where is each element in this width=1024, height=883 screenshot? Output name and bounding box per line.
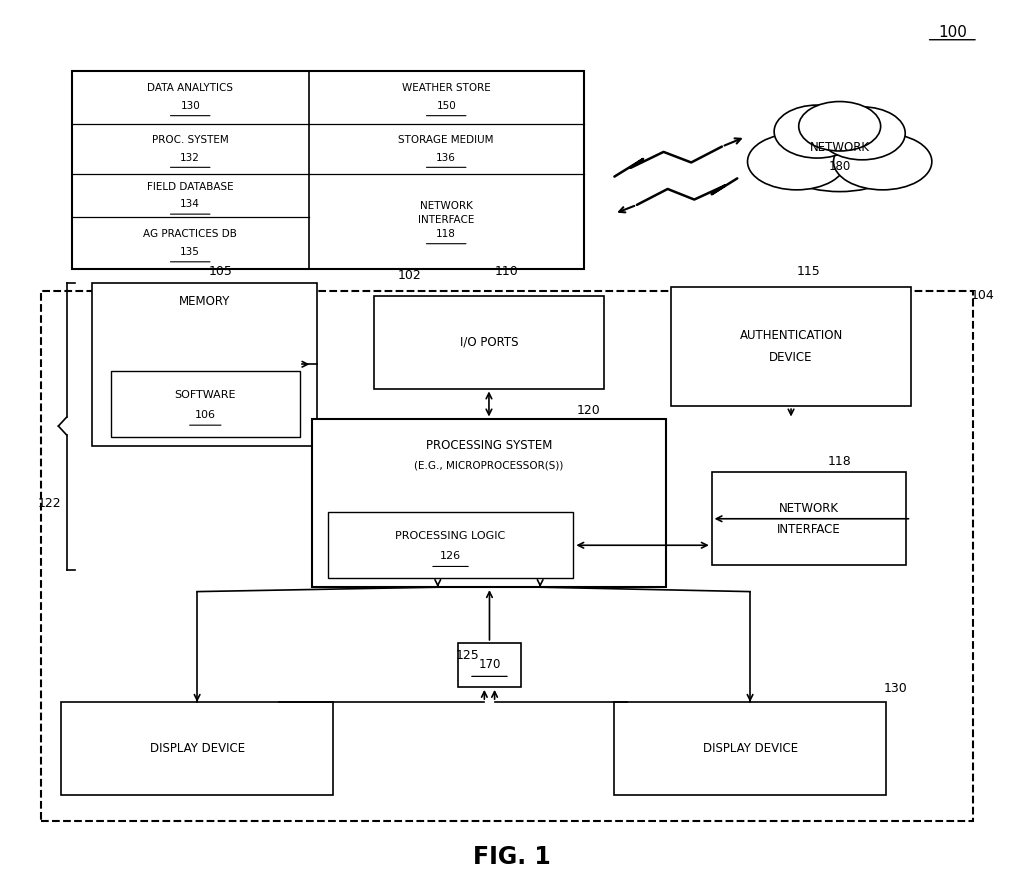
Text: INTERFACE: INTERFACE — [777, 523, 841, 536]
Text: WEATHER STORE: WEATHER STORE — [401, 83, 490, 94]
FancyBboxPatch shape — [111, 371, 300, 437]
Text: 122: 122 — [37, 497, 61, 509]
FancyBboxPatch shape — [92, 283, 317, 446]
Text: STORAGE MEDIUM: STORAGE MEDIUM — [398, 135, 494, 145]
Ellipse shape — [819, 107, 905, 160]
FancyBboxPatch shape — [328, 512, 573, 578]
Text: 106: 106 — [195, 410, 216, 419]
Text: PROCESSING SYSTEM: PROCESSING SYSTEM — [426, 440, 552, 452]
Text: INTERFACE: INTERFACE — [418, 215, 474, 225]
FancyBboxPatch shape — [671, 287, 911, 406]
Text: DATA ANALYTICS: DATA ANALYTICS — [147, 83, 233, 94]
FancyBboxPatch shape — [72, 71, 584, 269]
FancyBboxPatch shape — [712, 472, 906, 565]
Text: 100: 100 — [938, 26, 967, 40]
Text: I/O PORTS: I/O PORTS — [460, 336, 518, 349]
FancyBboxPatch shape — [458, 643, 521, 687]
Ellipse shape — [748, 133, 846, 190]
Text: 180: 180 — [828, 160, 851, 172]
Text: AG PRACTICES DB: AG PRACTICES DB — [143, 230, 238, 239]
Text: SOFTWARE: SOFTWARE — [174, 390, 237, 400]
Text: FIELD DATABASE: FIELD DATABASE — [146, 182, 233, 192]
Text: 118: 118 — [436, 229, 456, 239]
Text: 132: 132 — [180, 153, 200, 162]
Text: 130: 130 — [180, 101, 200, 111]
Text: 125: 125 — [456, 649, 480, 661]
Text: 118: 118 — [827, 456, 852, 468]
Ellipse shape — [770, 117, 909, 192]
Text: DISPLAY DEVICE: DISPLAY DEVICE — [150, 742, 245, 755]
Text: 110: 110 — [495, 266, 519, 278]
Text: 115: 115 — [797, 266, 821, 278]
Text: 105: 105 — [208, 266, 232, 278]
Text: DISPLAY DEVICE: DISPLAY DEVICE — [702, 742, 798, 755]
FancyBboxPatch shape — [614, 702, 886, 795]
Text: 102: 102 — [397, 269, 422, 282]
FancyBboxPatch shape — [374, 296, 604, 389]
Text: 120: 120 — [577, 404, 601, 417]
Ellipse shape — [774, 105, 860, 158]
Text: PROC. SYSTEM: PROC. SYSTEM — [152, 135, 228, 145]
Ellipse shape — [799, 102, 881, 151]
Text: 136: 136 — [436, 153, 456, 162]
Text: AUTHENTICATION: AUTHENTICATION — [739, 329, 843, 343]
Text: 126: 126 — [440, 551, 461, 561]
Text: 104: 104 — [971, 290, 995, 302]
Text: 150: 150 — [436, 101, 456, 111]
FancyBboxPatch shape — [61, 702, 333, 795]
FancyBboxPatch shape — [312, 419, 666, 587]
Text: PROCESSING LOGIC: PROCESSING LOGIC — [395, 532, 506, 541]
Text: 130: 130 — [884, 683, 908, 695]
Text: NETWORK: NETWORK — [810, 141, 869, 154]
Text: 134: 134 — [180, 200, 200, 209]
Text: MEMORY: MEMORY — [179, 296, 230, 308]
Text: NETWORK: NETWORK — [779, 502, 839, 515]
Text: 170: 170 — [478, 659, 501, 671]
Text: FIG. 1: FIG. 1 — [473, 844, 551, 869]
Text: (E.G., MICROPROCESSOR(S)): (E.G., MICROPROCESSOR(S)) — [415, 460, 563, 471]
Text: 135: 135 — [180, 247, 200, 257]
Ellipse shape — [834, 133, 932, 190]
Text: DEVICE: DEVICE — [769, 351, 813, 364]
Text: NETWORK: NETWORK — [420, 200, 473, 211]
